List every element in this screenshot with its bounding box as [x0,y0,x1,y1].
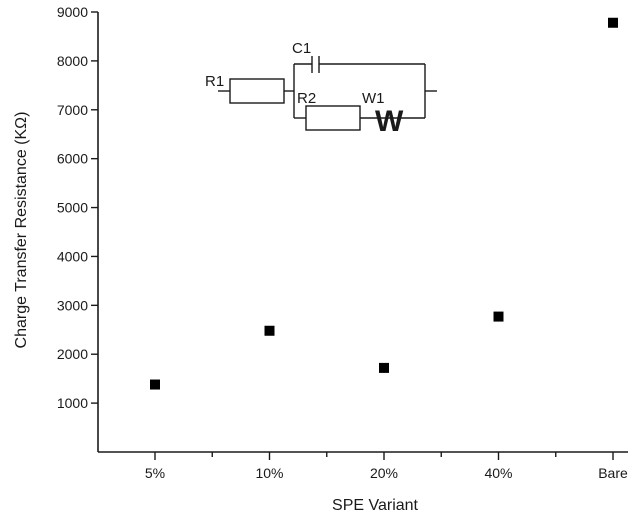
y-tick-label: 5000 [57,200,88,216]
data-markers [150,17,618,390]
y-tick-label: 6000 [57,151,88,167]
data-point [150,379,160,390]
x-tick-label: Bare [598,465,628,481]
inset-label-r1: R1 [205,73,224,90]
y-tick-label: 9000 [57,4,88,20]
y-axis-title: Charge Transfer Resistance (KΩ) [13,112,30,349]
inset-label-r2: R2 [297,90,316,107]
y-tick-label: 2000 [57,346,88,362]
x-tick-label: 10% [255,465,283,481]
x-tick-label: 5% [145,465,165,481]
x-tick-label: 20% [370,465,398,481]
resistor-r1 [229,78,285,104]
data-point [379,362,389,373]
y-tick-label: 8000 [57,53,88,69]
x-axis-title: SPE Variant [332,497,419,514]
inset-label-c1: C1 [292,40,311,57]
resistor-r2 [305,105,361,131]
axes: 1000 2000 3000 4000 5000 6000 7000 8000 9000 5% 1… [57,4,628,481]
equivalent-circuit-inset [218,56,437,131]
x-ticks: 5% 10% 20% 40% Bare [145,452,628,481]
y-tick-label: 7000 [57,102,88,118]
warburg-symbol: W [375,105,404,138]
y-tick-label: 4000 [57,248,88,264]
data-point [493,311,504,322]
inset-label-w1: W1 [362,90,385,107]
y-tick-label: 3000 [57,297,88,313]
x-tick-label: 40% [484,465,512,481]
data-point [608,17,618,28]
y-ticks: 1000 2000 3000 4000 5000 6000 7000 8000 9000 [57,4,98,411]
y-tick-label: 1000 [57,395,88,411]
data-point [264,325,275,336]
